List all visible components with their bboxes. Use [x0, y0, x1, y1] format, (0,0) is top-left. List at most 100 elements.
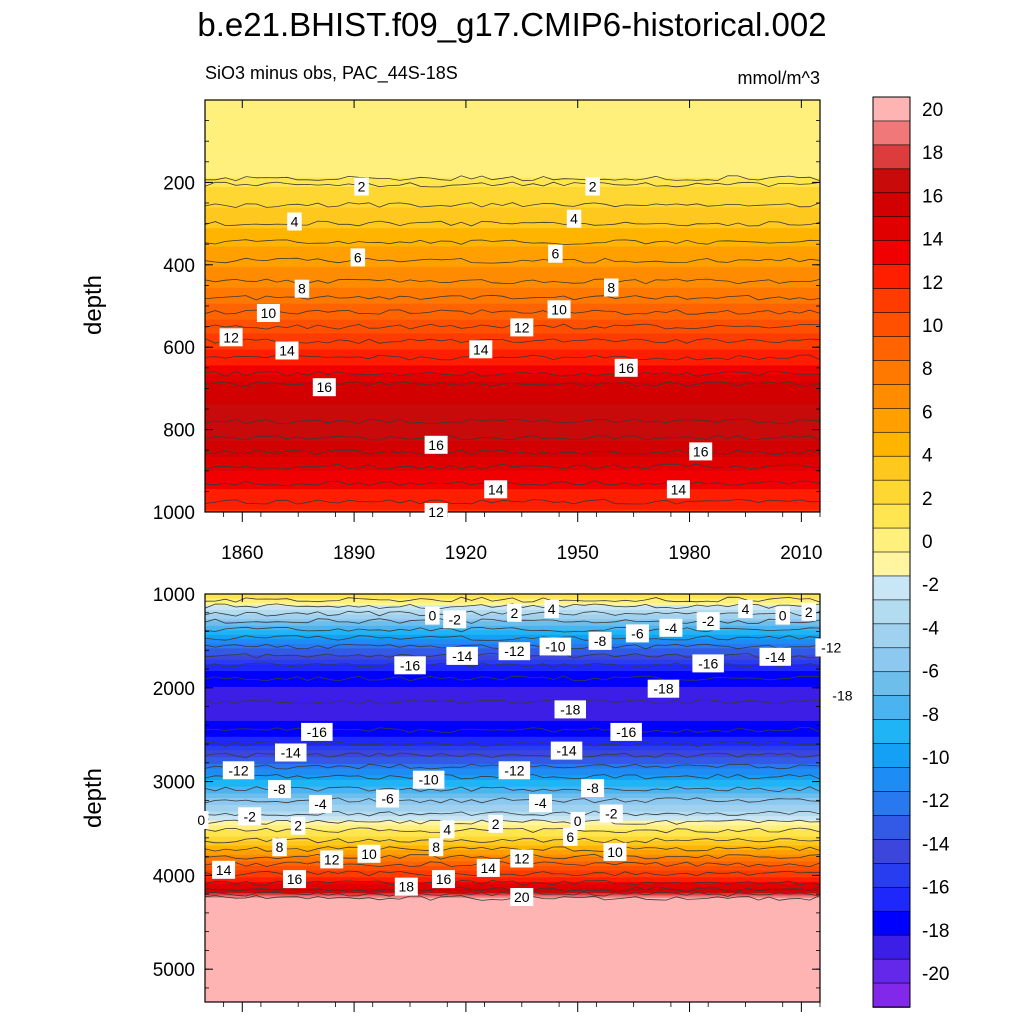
y-tick-label: 800	[163, 421, 195, 442]
contour-band	[205, 120, 820, 124]
contour-band	[205, 273, 820, 277]
contour-band	[205, 228, 820, 232]
contour-label-box	[290, 816, 306, 835]
contour-band	[205, 709, 820, 713]
colorbar-tick-label: -12	[922, 791, 949, 812]
contour-line	[205, 418, 820, 425]
contour-label-box	[294, 279, 310, 298]
colorbar-tick-label: -16	[922, 878, 949, 899]
contour-label-box	[443, 610, 467, 629]
contour-band	[205, 800, 820, 804]
contour-label: -6	[631, 625, 644, 641]
contour-band	[205, 376, 820, 380]
contour-band	[205, 986, 820, 989]
contour-label-box	[275, 341, 299, 360]
contour-label-box	[614, 358, 638, 377]
contour-label-box	[507, 603, 522, 622]
contour-band	[205, 182, 820, 186]
contour-band	[205, 315, 820, 319]
contour-label-box	[599, 804, 623, 823]
contour-band	[205, 415, 820, 419]
contour-band	[205, 958, 820, 962]
contour-band	[205, 868, 820, 872]
contour-band	[205, 491, 820, 495]
y-tick-label: 4000	[153, 866, 195, 887]
contour-band	[205, 671, 820, 674]
y-tick-label: 5000	[153, 960, 195, 981]
contour-band	[205, 479, 820, 483]
contour-label-box	[659, 618, 683, 637]
colorbar-swatch	[872, 312, 911, 338]
contour-band	[205, 445, 820, 449]
contour-band	[205, 741, 820, 745]
panel-subtitle: SiO3 minus obs, PAC_44S-18S	[205, 63, 458, 84]
contour-label: 16	[436, 871, 452, 887]
contour-band	[205, 795, 820, 799]
contour-band	[205, 938, 820, 942]
contour-band	[205, 148, 820, 151]
y-tick-label: 3000	[153, 773, 195, 794]
contour-band	[205, 943, 820, 946]
contour-band	[205, 809, 820, 813]
contour-band	[205, 968, 820, 971]
contour-label-box	[424, 435, 448, 454]
contour-band	[205, 294, 820, 298]
contour-label-box	[272, 838, 287, 857]
contour-line	[205, 202, 820, 208]
contour-label: 16	[287, 871, 303, 887]
contour-band	[205, 386, 820, 389]
contour-band	[205, 434, 820, 438]
colorbar-swatch	[872, 288, 911, 314]
colorbar-tick-label: 10	[922, 316, 943, 337]
contour-label: 2	[294, 818, 302, 834]
contour-band	[205, 191, 820, 195]
contour-label: 16	[317, 379, 333, 395]
contour-label: -18	[832, 687, 852, 703]
contour-band	[205, 813, 820, 817]
contour-band	[205, 180, 820, 183]
contour-band	[205, 102, 820, 106]
contour-label: 6	[566, 829, 574, 845]
contour-band	[205, 677, 820, 681]
colorbar-swatch	[872, 647, 911, 673]
contour-band	[205, 196, 820, 200]
contour-line	[205, 810, 820, 817]
contour-band	[205, 264, 820, 268]
contour-band	[205, 106, 820, 110]
contour-band	[205, 754, 820, 758]
contour-label-box	[412, 770, 445, 789]
contour-label: 14	[473, 341, 489, 357]
contour-band	[205, 443, 820, 447]
contour-band	[205, 111, 820, 115]
contour-band	[205, 720, 820, 724]
colorbar-swatch	[872, 671, 911, 697]
contour-line	[205, 675, 820, 682]
contour-band	[205, 136, 820, 140]
contour-band	[205, 995, 820, 999]
x-tick-label: 1890	[333, 543, 375, 564]
contour-band	[205, 402, 820, 406]
contour-band	[205, 816, 820, 819]
plot-frame	[204, 593, 821, 1003]
contour-label-box	[394, 656, 426, 675]
colorbar-swatch	[872, 264, 911, 290]
contour-band	[205, 940, 820, 944]
contour-band	[205, 739, 820, 742]
contour-band	[205, 718, 820, 722]
y-tick-label: 1000	[153, 503, 195, 524]
contour-band	[205, 138, 820, 142]
contour-label-box	[194, 811, 209, 829]
contour-band	[205, 630, 820, 634]
contour-band	[205, 143, 820, 147]
contour-label-box	[539, 637, 572, 656]
contour-band	[205, 395, 820, 399]
contour-band	[205, 779, 820, 783]
contour-band	[205, 500, 820, 504]
contour-band	[205, 495, 820, 499]
contour-band	[205, 461, 820, 465]
contour-band	[205, 370, 820, 373]
contour-label-box	[547, 300, 571, 319]
contour-band	[205, 132, 820, 135]
contour-band	[205, 441, 820, 444]
contour-label-box	[498, 642, 531, 661]
